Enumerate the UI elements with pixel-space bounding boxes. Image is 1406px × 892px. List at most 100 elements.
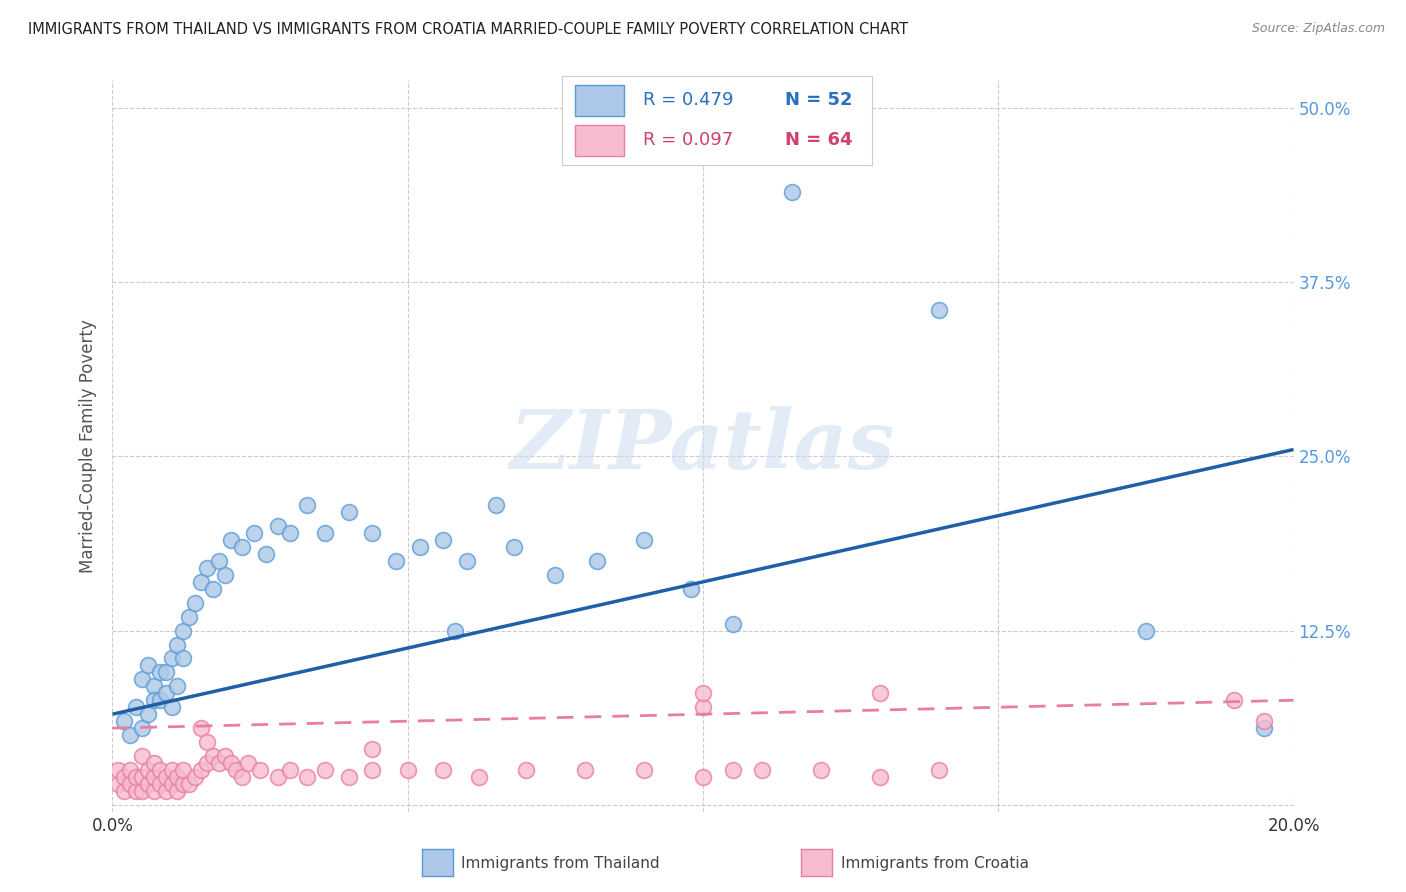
Point — [408, 540, 430, 554]
Point — [544, 567, 567, 582]
Point — [149, 693, 172, 707]
Point — [131, 770, 153, 784]
Point — [136, 777, 159, 791]
Point — [112, 784, 135, 798]
Point — [155, 686, 177, 700]
Point — [195, 756, 218, 770]
Point — [361, 742, 384, 756]
Point — [214, 567, 236, 582]
Point — [297, 498, 319, 512]
Point — [160, 700, 183, 714]
Text: R = 0.479: R = 0.479 — [643, 91, 734, 110]
Point — [120, 763, 142, 777]
Point — [337, 505, 360, 519]
Point — [136, 763, 159, 777]
Point — [149, 665, 172, 680]
Point — [214, 749, 236, 764]
FancyBboxPatch shape — [575, 125, 624, 156]
Point — [314, 526, 336, 541]
Point — [190, 721, 212, 735]
Point — [125, 770, 148, 784]
Point — [160, 763, 183, 777]
Text: IMMIGRANTS FROM THAILAND VS IMMIGRANTS FROM CROATIA MARRIED-COUPLE FAMILY POVERT: IMMIGRANTS FROM THAILAND VS IMMIGRANTS F… — [28, 22, 908, 37]
Point — [869, 770, 891, 784]
Point — [231, 770, 253, 784]
Point — [780, 185, 803, 199]
Point — [219, 756, 242, 770]
Point — [149, 777, 172, 791]
Point — [131, 784, 153, 798]
Point — [314, 763, 336, 777]
Point — [120, 728, 142, 742]
Point — [195, 735, 218, 749]
Point — [681, 582, 703, 596]
Point — [928, 303, 950, 318]
Point — [131, 721, 153, 735]
Point — [142, 693, 165, 707]
Point — [515, 763, 537, 777]
Point — [396, 763, 419, 777]
Point — [361, 526, 384, 541]
Point — [1223, 693, 1246, 707]
Point — [155, 665, 177, 680]
Point — [1253, 714, 1275, 728]
Point — [278, 763, 301, 777]
Point — [172, 651, 194, 665]
Point — [444, 624, 467, 638]
Point — [1253, 721, 1275, 735]
Point — [166, 638, 188, 652]
Text: R = 0.097: R = 0.097 — [643, 131, 733, 150]
Point — [142, 770, 165, 784]
Point — [120, 777, 142, 791]
Point — [112, 770, 135, 784]
Point — [112, 714, 135, 728]
Point — [107, 777, 129, 791]
Point — [432, 763, 454, 777]
Point — [179, 777, 201, 791]
Point — [692, 700, 714, 714]
Point — [142, 679, 165, 693]
Point — [172, 777, 194, 791]
Point — [869, 686, 891, 700]
Point — [751, 763, 773, 777]
Point — [219, 533, 242, 547]
Point — [692, 770, 714, 784]
Point — [166, 784, 188, 798]
Point — [432, 533, 454, 547]
Point — [155, 784, 177, 798]
Point — [225, 763, 247, 777]
Point — [190, 574, 212, 589]
Point — [585, 554, 607, 568]
Point — [208, 756, 231, 770]
Point — [166, 770, 188, 784]
Point — [184, 770, 207, 784]
Point — [131, 673, 153, 687]
Point — [179, 609, 201, 624]
Text: Source: ZipAtlas.com: Source: ZipAtlas.com — [1251, 22, 1385, 36]
Point — [166, 679, 188, 693]
Point — [267, 519, 290, 533]
Point — [238, 756, 260, 770]
Point — [574, 763, 596, 777]
FancyBboxPatch shape — [575, 85, 624, 116]
Text: N = 52: N = 52 — [785, 91, 852, 110]
Point — [136, 658, 159, 673]
Point — [107, 763, 129, 777]
Point — [231, 540, 253, 554]
Point — [201, 749, 224, 764]
Point — [810, 763, 832, 777]
Point — [633, 763, 655, 777]
Point — [184, 596, 207, 610]
Point — [131, 749, 153, 764]
Point — [149, 763, 172, 777]
Text: Immigrants from Croatia: Immigrants from Croatia — [841, 856, 1029, 871]
Point — [201, 582, 224, 596]
Y-axis label: Married-Couple Family Poverty: Married-Couple Family Poverty — [79, 319, 97, 573]
Point — [467, 770, 489, 784]
Point — [297, 770, 319, 784]
Point — [125, 784, 148, 798]
Point — [160, 651, 183, 665]
Point — [160, 777, 183, 791]
Point — [485, 498, 508, 512]
Point — [155, 770, 177, 784]
